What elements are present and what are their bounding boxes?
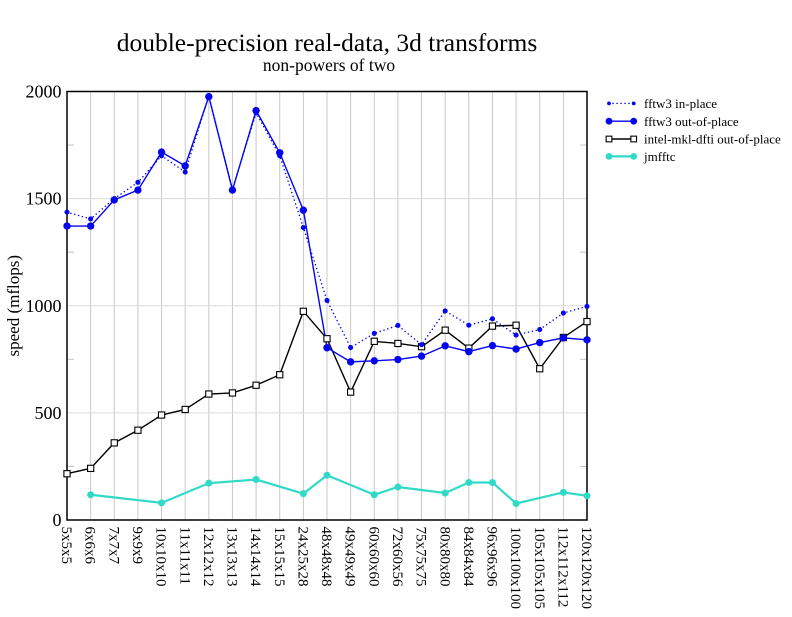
svg-text:double-precision real-data, 3d: double-precision real-data, 3d transform… (117, 28, 538, 57)
svg-text:2000: 2000 (26, 82, 62, 102)
svg-text:96x96x96: 96x96x96 (484, 527, 500, 588)
svg-text:speed (mflops): speed (mflops) (4, 255, 23, 357)
svg-text:14x14x14: 14x14x14 (247, 527, 263, 588)
svg-text:10x10x10: 10x10x10 (153, 527, 169, 587)
svg-text:49x49x49: 49x49x49 (342, 527, 358, 587)
svg-text:80x80x80: 80x80x80 (436, 527, 452, 587)
svg-text:75x75x75: 75x75x75 (413, 527, 429, 587)
svg-text:105x105x105: 105x105x105 (531, 527, 547, 610)
svg-text:fftw3 out-of-place: fftw3 out-of-place (644, 114, 739, 129)
svg-text:0: 0 (53, 510, 62, 530)
svg-text:1500: 1500 (26, 189, 62, 209)
svg-text:24x25x28: 24x25x28 (294, 527, 310, 587)
svg-text:non-powers of two: non-powers of two (263, 55, 395, 75)
svg-text:11x11x11: 11x11x11 (176, 527, 192, 585)
svg-text:12x12x12: 12x12x12 (200, 527, 216, 587)
svg-text:15x15x15: 15x15x15 (271, 527, 287, 587)
svg-text:72x60x56: 72x60x56 (389, 527, 405, 588)
svg-text:60x60x60: 60x60x60 (365, 527, 381, 587)
svg-text:500: 500 (35, 403, 62, 423)
svg-text:112x112x112: 112x112x112 (554, 527, 570, 608)
svg-text:84x84x84: 84x84x84 (460, 527, 476, 588)
svg-text:5x5x5: 5x5x5 (58, 527, 74, 565)
svg-text:48x48x48: 48x48x48 (318, 527, 334, 587)
svg-text:9x9x9: 9x9x9 (129, 527, 145, 565)
svg-text:intel-mkl-dfti out-of-place: intel-mkl-dfti out-of-place (644, 132, 781, 147)
svg-text:13x13x13: 13x13x13 (224, 527, 240, 587)
svg-text:7x7x7: 7x7x7 (105, 527, 121, 565)
svg-text:100x100x100: 100x100x100 (507, 527, 523, 610)
svg-text:120x120x120: 120x120x120 (578, 527, 594, 610)
svg-text:6x6x6: 6x6x6 (82, 527, 98, 565)
svg-text:jmfftc: jmfftc (643, 149, 676, 164)
svg-text:1000: 1000 (26, 296, 62, 316)
svg-text:fftw3 in-place: fftw3 in-place (644, 96, 717, 111)
